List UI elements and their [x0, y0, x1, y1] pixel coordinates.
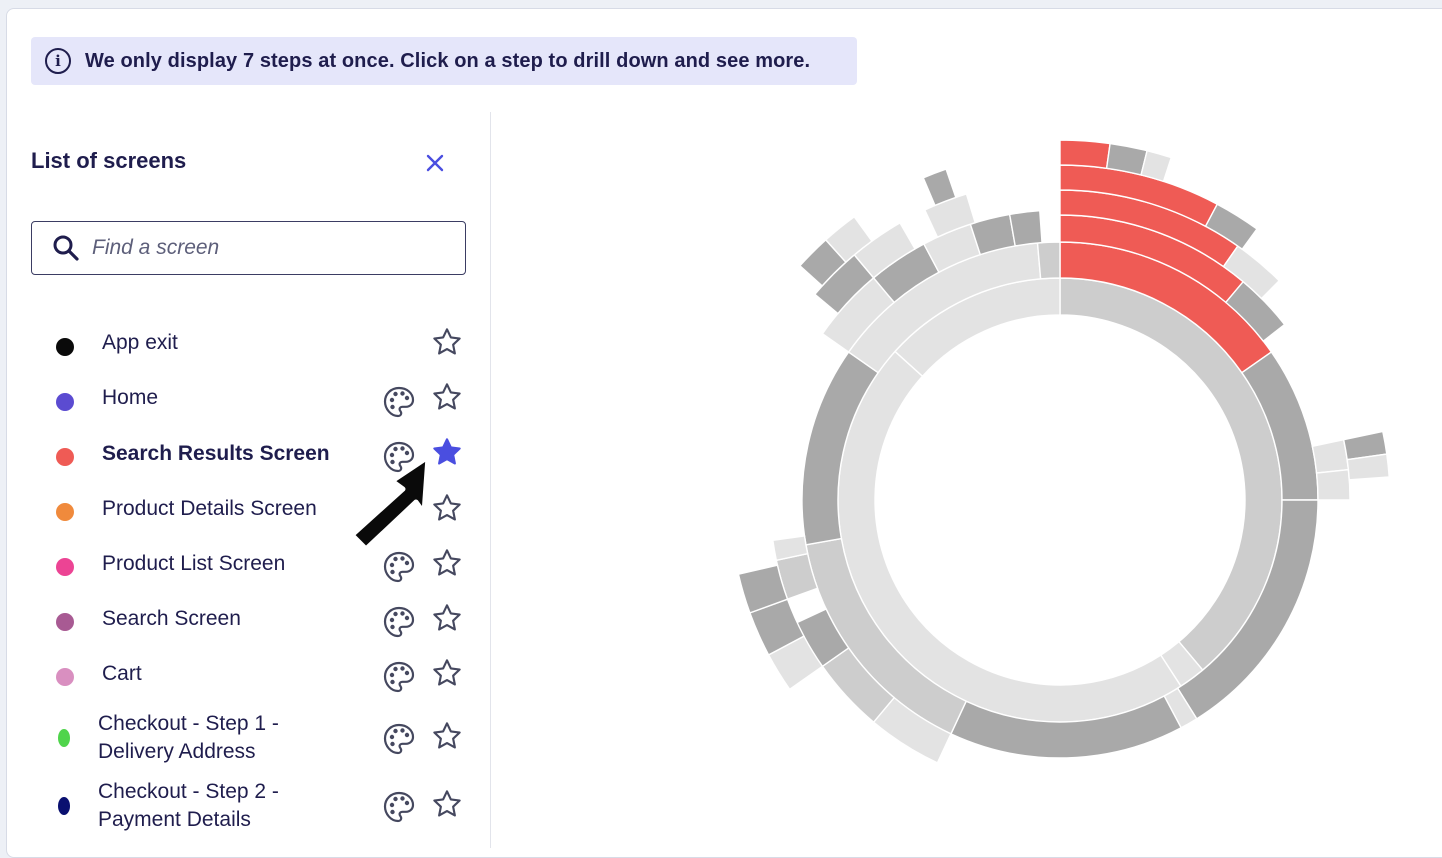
palette-icon [383, 441, 415, 473]
screen-item-search-screen[interactable]: Search Screen [0, 591, 490, 646]
screen-item-search-results-screen[interactable]: Search Results Screen [0, 426, 490, 481]
screen-item-label-line2: Delivery Address [98, 740, 256, 763]
star-icon [433, 722, 461, 749]
palette-button[interactable] [382, 790, 416, 824]
star-button[interactable] [431, 492, 463, 524]
color-dot [56, 393, 74, 411]
star-button[interactable] [431, 326, 463, 358]
star-button[interactable] [431, 602, 463, 634]
sidebar-divider [490, 112, 491, 848]
star-icon [433, 494, 461, 521]
sunburst-segment[interactable] [1315, 468, 1351, 501]
palette-icon [383, 723, 415, 755]
color-dot [58, 729, 70, 747]
screen-item-label: Product List Screen [102, 552, 286, 575]
screen-item-label: App exit [102, 331, 178, 354]
screen-item-label-line2: Payment Details [98, 808, 251, 831]
star-button[interactable] [431, 788, 463, 820]
star-button[interactable] [431, 547, 463, 579]
color-dot [56, 558, 74, 576]
color-dot [56, 503, 74, 521]
search-icon [53, 235, 79, 261]
color-dot [56, 613, 74, 631]
star-icon [433, 604, 461, 631]
screen-item-app-exit[interactable]: App exit [0, 316, 490, 371]
palette-button[interactable] [382, 660, 416, 694]
info-icon: i [45, 48, 71, 74]
user-flow-sunburst-chart[interactable] [700, 120, 1440, 840]
palette-button[interactable] [382, 385, 416, 419]
sunburst-segment[interactable] [824, 215, 873, 264]
palette-icon [383, 606, 415, 638]
palette-icon [383, 661, 415, 693]
screen-item-label-line1: Checkout - Step 2 - [98, 780, 279, 803]
screen-item-label: Product Details Screen [102, 497, 317, 520]
palette-button[interactable] [382, 605, 416, 639]
color-dot [56, 668, 74, 686]
sunburst-segment[interactable] [1222, 245, 1281, 300]
sunburst-segment[interactable] [1204, 203, 1258, 251]
star-icon [433, 549, 461, 576]
sunburst-segment[interactable] [1140, 149, 1173, 183]
screen-item-cart[interactable]: Cart [0, 646, 490, 701]
search-input[interactable] [92, 236, 432, 260]
star-icon [433, 790, 461, 817]
info-banner: i We only display 7 steps at once. Click… [31, 37, 857, 85]
palette-button[interactable] [382, 722, 416, 756]
color-dot [56, 448, 74, 466]
star-filled-icon [433, 438, 461, 465]
color-dot [56, 338, 74, 356]
palette-button[interactable] [382, 550, 416, 584]
star-button[interactable] [431, 381, 463, 413]
palette-icon [383, 551, 415, 583]
star-button-active[interactable] [431, 436, 463, 468]
screen-item-checkout-step-2[interactable]: Checkout - Step 2 - Payment Details [0, 776, 490, 836]
screen-item-home[interactable]: Home [0, 371, 490, 426]
star-button[interactable] [431, 657, 463, 689]
screen-item-label: Home [102, 386, 159, 409]
close-icon [426, 154, 444, 172]
screen-item-label: Search Screen [102, 607, 241, 630]
main-panel [6, 8, 1442, 858]
list-title: List of screens [31, 148, 187, 173]
palette-icon [383, 386, 415, 418]
palette-icon [383, 791, 415, 823]
screen-item-product-details-screen[interactable]: Product Details Screen [0, 481, 490, 536]
palette-button[interactable] [382, 440, 416, 474]
sunburst-segment[interactable] [1346, 453, 1390, 481]
sunburst-segment[interactable] [922, 168, 957, 207]
star-icon [433, 328, 461, 355]
sunburst-segment[interactable] [772, 535, 809, 562]
screen-item-product-list-screen[interactable]: Product List Screen [0, 536, 490, 591]
star-icon [433, 383, 461, 410]
color-dot [58, 797, 70, 815]
screen-item-label-line1: Checkout - Step 1 - [98, 712, 279, 735]
sunburst-segment[interactable] [737, 564, 789, 614]
sunburst-segment[interactable] [1036, 241, 1061, 280]
info-banner-text: We only display 7 steps at once. Click o… [85, 49, 811, 72]
close-button[interactable] [418, 146, 452, 180]
sunburst-segment[interactable] [1311, 438, 1350, 474]
star-button[interactable] [431, 720, 463, 752]
screen-item-label: Cart [102, 662, 142, 685]
star-icon [433, 659, 461, 686]
screen-item-label: Search Results Screen [102, 442, 330, 465]
sunburst-segment[interactable] [1059, 139, 1111, 170]
search-field[interactable] [31, 221, 466, 275]
sunburst-segment[interactable] [1008, 209, 1043, 247]
screen-item-checkout-step-1[interactable]: Checkout - Step 1 - Delivery Address [0, 708, 490, 768]
